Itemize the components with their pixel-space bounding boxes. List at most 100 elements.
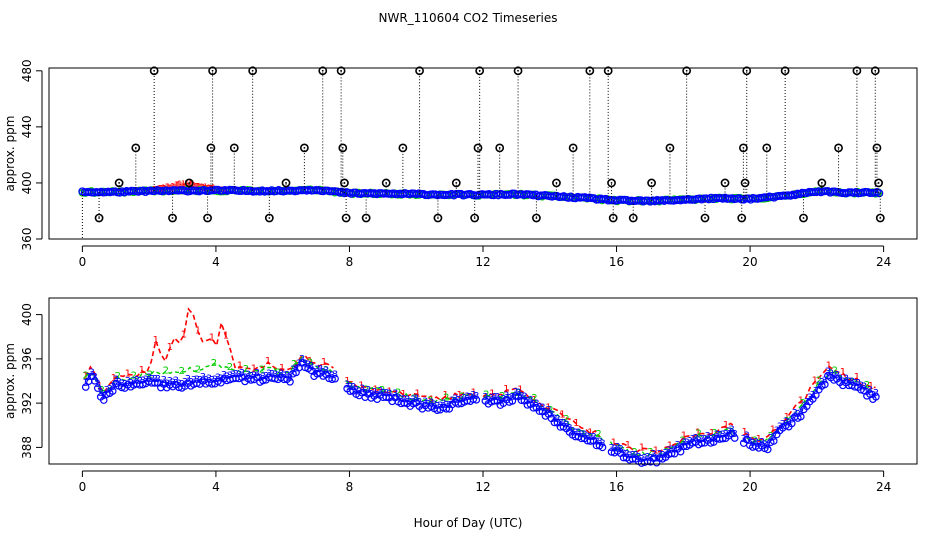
red-trace-glyph: 1 bbox=[183, 182, 188, 191]
spike-point bbox=[398, 143, 408, 153]
series-3-glyph: 3 bbox=[759, 437, 765, 448]
spike-point bbox=[131, 143, 141, 153]
series-1-glyph: 1 bbox=[653, 446, 659, 457]
spike-point-center bbox=[473, 217, 476, 219]
series-3-point bbox=[523, 401, 532, 409]
series-3-glyph: 3 bbox=[194, 374, 200, 385]
spike-point bbox=[475, 66, 485, 76]
series-1-glyph: 1 bbox=[625, 440, 631, 451]
series-3-glyph: 3 bbox=[861, 382, 867, 393]
series-2-glyph: 2 bbox=[259, 364, 265, 375]
spike-point bbox=[149, 66, 159, 76]
series-1-glyph: 1 bbox=[723, 420, 729, 431]
series-3-glyph: 3 bbox=[314, 365, 320, 376]
series-3-glyph: 3 bbox=[116, 377, 122, 388]
series-3-point bbox=[90, 376, 99, 385]
x-tick-label: 0 bbox=[79, 480, 87, 494]
series-2-glyph: 2 bbox=[679, 435, 685, 446]
series-1-glyph: 1 bbox=[428, 394, 434, 405]
series-3-glyph: 3 bbox=[656, 449, 662, 460]
series-3-glyph: 3 bbox=[113, 375, 119, 386]
series-3-glyph: 3 bbox=[692, 433, 698, 444]
series-3-glyph: 3 bbox=[572, 428, 578, 439]
series-1-glyph: 1 bbox=[414, 388, 420, 399]
series-3-glyph: 3 bbox=[762, 439, 768, 450]
series-3-glyph: 3 bbox=[539, 403, 545, 414]
series-3-glyph: 3 bbox=[599, 438, 605, 449]
series-3-glyph: 3 bbox=[717, 430, 723, 441]
series-1-glyph: 1 bbox=[611, 438, 617, 449]
series-3-glyph: 3 bbox=[798, 408, 804, 419]
spike-point-center bbox=[879, 217, 882, 219]
series-3-glyph: 3 bbox=[440, 398, 446, 409]
series-2-glyph: 2 bbox=[115, 371, 121, 382]
series-3-glyph: 3 bbox=[560, 418, 566, 429]
y-tick-label: 400 bbox=[20, 303, 34, 326]
series-3-glyph: 3 bbox=[167, 376, 173, 387]
spike-point bbox=[834, 143, 843, 153]
series-3-glyph: 3 bbox=[518, 391, 524, 402]
series-3-point bbox=[535, 407, 544, 415]
spike-point-center bbox=[820, 182, 823, 184]
series-2-glyph: 2 bbox=[752, 436, 758, 447]
series-1-glyph: 1 bbox=[667, 440, 673, 451]
series-3-glyph: 3 bbox=[641, 453, 647, 464]
spike-point-center bbox=[455, 182, 458, 184]
series-3-glyph: 3 bbox=[347, 382, 353, 393]
series-1-glyph: 1 bbox=[489, 389, 495, 400]
series-3-glyph: 3 bbox=[753, 437, 759, 448]
series-1-glyph: 1 bbox=[223, 330, 229, 341]
series-1-glyph: 1 bbox=[517, 385, 523, 396]
spike-point bbox=[852, 66, 862, 76]
series-2-glyph: 2 bbox=[784, 416, 790, 427]
bottom-x-axis: 0 4 8 12 16 20 24 bbox=[79, 470, 891, 494]
spike-point bbox=[817, 178, 827, 188]
series-3-glyph: 3 bbox=[530, 399, 536, 410]
series-1-glyph: 1 bbox=[587, 428, 593, 439]
series-1-glyph: 1 bbox=[826, 360, 832, 371]
series-3-glyph: 3 bbox=[831, 371, 837, 382]
series-3-glyph: 3 bbox=[272, 370, 278, 381]
spike-point bbox=[608, 213, 618, 223]
series-3-glyph: 3 bbox=[747, 436, 753, 447]
series-1-glyph: 1 bbox=[358, 380, 364, 391]
series-3-point bbox=[851, 383, 859, 391]
blue-point bbox=[875, 189, 884, 198]
spike-point-center bbox=[685, 69, 688, 72]
series-3-glyph: 3 bbox=[455, 395, 461, 406]
series-1-glyph: 1 bbox=[209, 332, 215, 343]
spike-point-center bbox=[268, 217, 271, 219]
series-3-glyph: 3 bbox=[89, 367, 95, 378]
series-1-glyph: 1 bbox=[573, 418, 579, 429]
series-2-glyph: 2 bbox=[595, 429, 601, 440]
spike-point bbox=[740, 178, 750, 188]
series-3-glyph: 3 bbox=[596, 437, 602, 448]
series-3-glyph: 3 bbox=[578, 429, 584, 440]
series-3-glyph: 3 bbox=[176, 378, 182, 389]
series-1-glyph: 1 bbox=[695, 428, 701, 439]
series-3-point bbox=[472, 396, 481, 404]
series-3-glyph: 3 bbox=[131, 376, 137, 387]
series-3-glyph: 3 bbox=[638, 454, 644, 465]
series-3-glyph: 3 bbox=[828, 368, 834, 379]
spike-point-center bbox=[285, 182, 287, 184]
series-3-glyph: 3 bbox=[371, 387, 377, 398]
top-plot-frame bbox=[48, 67, 918, 240]
series-3-glyph: 3 bbox=[873, 388, 879, 399]
series-3-point bbox=[529, 404, 538, 412]
spike-point bbox=[628, 213, 638, 223]
spike-point-center bbox=[837, 146, 840, 149]
spike-point-center bbox=[704, 217, 706, 219]
series-1-glyph: 1 bbox=[181, 329, 187, 340]
series-3-glyph: 3 bbox=[593, 436, 599, 447]
series-3-glyph: 3 bbox=[491, 392, 497, 403]
series-3-glyph: 3 bbox=[317, 364, 323, 375]
series-1-glyph: 1 bbox=[709, 428, 715, 439]
series-1-glyph: 1 bbox=[840, 367, 846, 378]
spike-point-center bbox=[744, 182, 746, 184]
spike-point bbox=[870, 66, 880, 76]
series-3-glyph: 3 bbox=[855, 378, 861, 389]
series-3-glyph: 3 bbox=[527, 395, 533, 406]
